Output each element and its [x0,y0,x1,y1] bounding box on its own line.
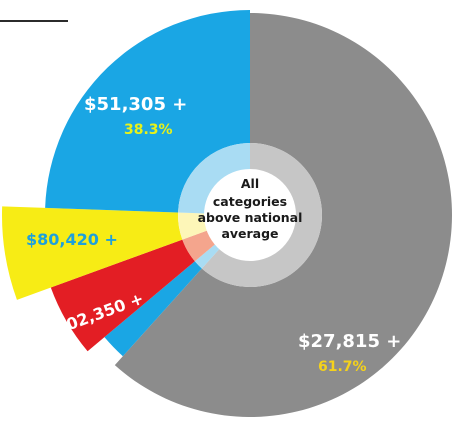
center-text-line-1: All [241,176,259,191]
share-38-3: 38.3% [124,122,173,138]
share-61-7: 61.7% [318,359,367,375]
label-51305: $51,305 + [84,94,187,115]
center-text-line-4: average [221,226,278,241]
label-80420: $80,420 + [26,230,118,249]
center-text-line-2: categories [213,194,287,209]
label-27815: $27,815 + [298,331,401,352]
center-text-line-3: above national [198,210,303,225]
